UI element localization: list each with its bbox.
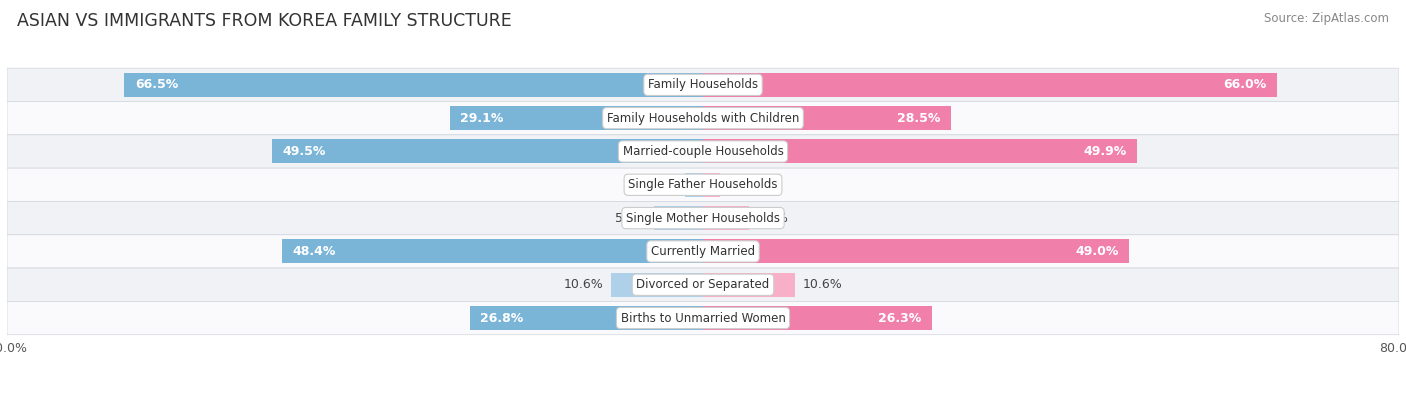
Text: 10.6%: 10.6%	[803, 278, 842, 291]
Bar	[703, 273, 796, 297]
Text: 2.0%: 2.0%	[727, 178, 759, 191]
Bar	[610, 273, 703, 297]
Text: 26.3%: 26.3%	[879, 312, 921, 325]
Bar	[125, 73, 703, 97]
Bar	[703, 306, 932, 330]
FancyBboxPatch shape	[7, 235, 1399, 268]
Bar	[685, 173, 703, 197]
FancyBboxPatch shape	[7, 102, 1399, 135]
Bar	[273, 139, 703, 164]
Text: 26.8%: 26.8%	[481, 312, 523, 325]
Text: 48.4%: 48.4%	[292, 245, 336, 258]
FancyBboxPatch shape	[7, 201, 1399, 235]
Text: ASIAN VS IMMIGRANTS FROM KOREA FAMILY STRUCTURE: ASIAN VS IMMIGRANTS FROM KOREA FAMILY ST…	[17, 12, 512, 30]
FancyBboxPatch shape	[7, 168, 1399, 201]
Text: Source: ZipAtlas.com: Source: ZipAtlas.com	[1264, 12, 1389, 25]
Bar	[703, 206, 749, 230]
Bar	[703, 139, 1137, 164]
Text: Family Households: Family Households	[648, 78, 758, 91]
Text: 28.5%: 28.5%	[897, 112, 941, 125]
Text: Births to Unmarried Women: Births to Unmarried Women	[620, 312, 786, 325]
Bar	[703, 173, 720, 197]
FancyBboxPatch shape	[7, 135, 1399, 168]
Bar	[703, 106, 950, 130]
Text: 49.5%: 49.5%	[283, 145, 326, 158]
FancyBboxPatch shape	[7, 68, 1399, 102]
Text: Family Households with Children: Family Households with Children	[607, 112, 799, 125]
Text: 5.6%: 5.6%	[616, 212, 647, 225]
FancyBboxPatch shape	[7, 301, 1399, 335]
Bar	[654, 206, 703, 230]
Text: 66.0%: 66.0%	[1223, 78, 1267, 91]
Text: Single Mother Households: Single Mother Households	[626, 212, 780, 225]
Text: 5.3%: 5.3%	[756, 212, 787, 225]
Text: Single Father Households: Single Father Households	[628, 178, 778, 191]
Text: 29.1%: 29.1%	[460, 112, 503, 125]
Text: 2.1%: 2.1%	[645, 178, 678, 191]
Text: 49.9%: 49.9%	[1084, 145, 1126, 158]
Bar	[283, 239, 703, 263]
Bar	[450, 106, 703, 130]
Text: Divorced or Separated: Divorced or Separated	[637, 278, 769, 291]
Text: 49.0%: 49.0%	[1076, 245, 1119, 258]
FancyBboxPatch shape	[7, 268, 1399, 301]
Bar	[703, 73, 1277, 97]
Bar	[470, 306, 703, 330]
Text: 10.6%: 10.6%	[564, 278, 603, 291]
Text: Married-couple Households: Married-couple Households	[623, 145, 783, 158]
Text: 66.5%: 66.5%	[135, 78, 179, 91]
Text: Currently Married: Currently Married	[651, 245, 755, 258]
Bar	[703, 239, 1129, 263]
